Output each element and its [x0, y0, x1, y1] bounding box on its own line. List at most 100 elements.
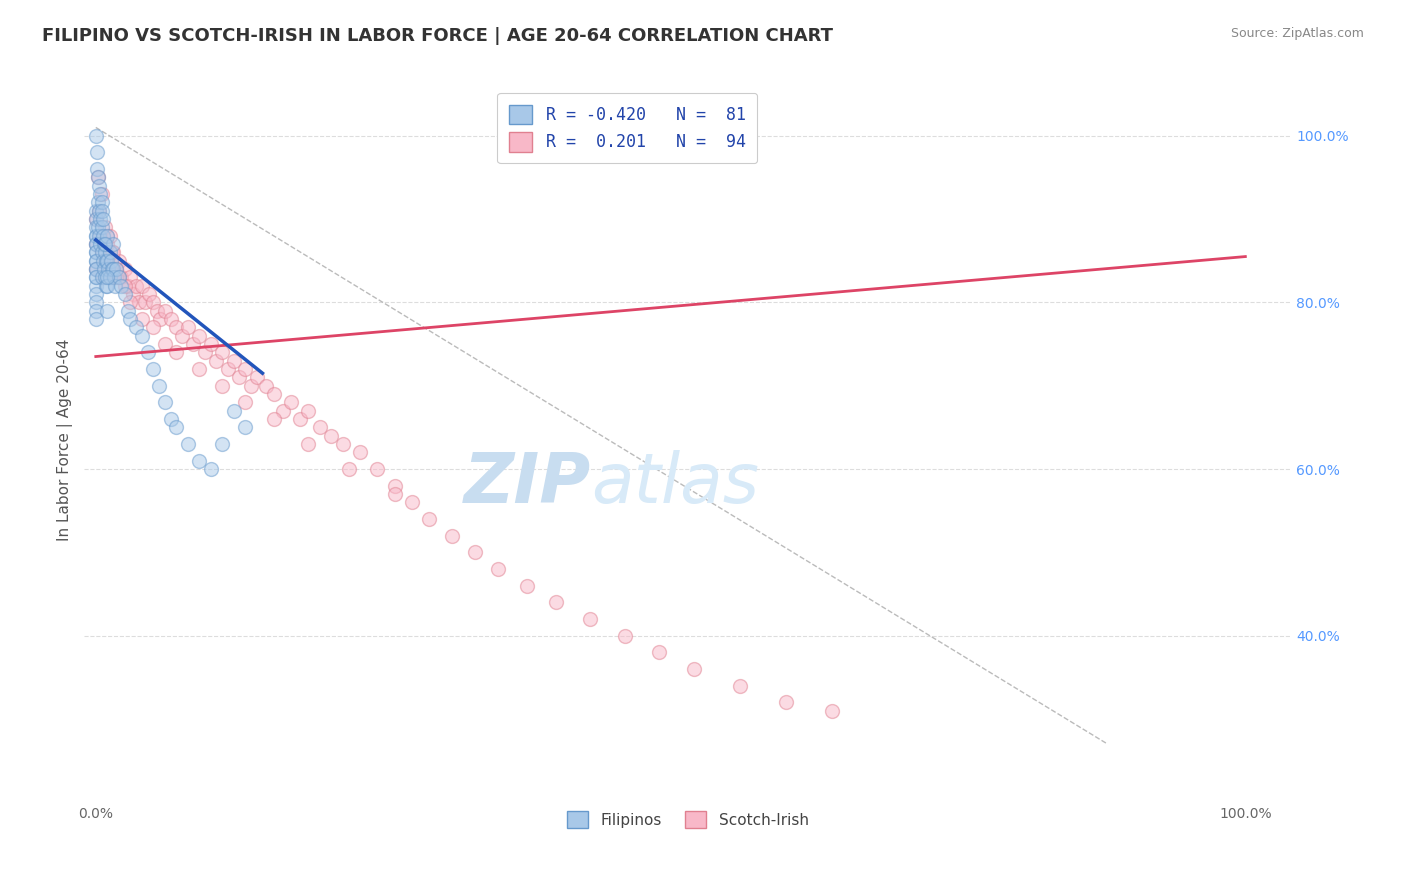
Text: Source: ZipAtlas.com: Source: ZipAtlas.com [1230, 27, 1364, 40]
Point [107, 270, 129, 285]
Point [89, 237, 111, 252]
Point [107, 253, 129, 268]
Point [148, 378, 170, 392]
Point [188, 328, 211, 343]
Point [94, 253, 117, 268]
Point [142, 362, 165, 376]
Point [131, 328, 153, 343]
Point [125, 320, 148, 334]
Point [98, 245, 121, 260]
Point [120, 270, 142, 285]
Point [384, 478, 406, 492]
Point [105, 262, 128, 277]
Point [648, 645, 671, 659]
Point [103, 270, 125, 285]
Point [177, 437, 200, 451]
Point [159, 412, 181, 426]
Point [84, 262, 107, 277]
Point [165, 420, 187, 434]
Point [91, 270, 114, 285]
Point [121, 287, 143, 301]
Point [93, 262, 115, 277]
Point [89, 203, 111, 218]
Point [228, 370, 250, 384]
Point [153, 395, 176, 409]
Point [297, 403, 319, 417]
Point [84, 228, 107, 243]
Point [165, 320, 187, 334]
Point [125, 278, 148, 293]
Point [516, 579, 538, 593]
Point [128, 295, 150, 310]
Point [90, 195, 112, 210]
Point [90, 187, 112, 202]
Point [240, 378, 263, 392]
Point [222, 353, 245, 368]
Legend: Filipinos, Scotch-Irish: Filipinos, Scotch-Irish [561, 805, 814, 835]
Point [84, 278, 107, 293]
Point [233, 362, 256, 376]
Point [820, 704, 842, 718]
Point [90, 270, 112, 285]
Point [145, 303, 167, 318]
Point [131, 278, 153, 293]
Point [96, 253, 118, 268]
Point [86, 162, 108, 177]
Point [94, 270, 117, 285]
Point [100, 253, 122, 268]
Point [177, 320, 200, 334]
Point [297, 437, 319, 451]
Point [486, 562, 509, 576]
Point [84, 253, 107, 268]
Point [153, 303, 176, 318]
Point [254, 378, 277, 392]
Point [183, 337, 205, 351]
Point [84, 245, 107, 260]
Point [93, 237, 115, 252]
Point [682, 662, 704, 676]
Point [84, 287, 107, 301]
Point [84, 253, 107, 268]
Point [96, 270, 118, 285]
Point [441, 529, 464, 543]
Point [170, 328, 193, 343]
Point [120, 312, 142, 326]
Point [188, 453, 211, 467]
Point [84, 128, 107, 143]
Point [233, 420, 256, 434]
Text: ZIP: ZIP [464, 450, 592, 516]
Point [84, 295, 107, 310]
Point [105, 270, 128, 285]
Point [101, 237, 124, 252]
Point [101, 245, 124, 260]
Point [96, 303, 118, 318]
Point [96, 278, 118, 293]
Point [153, 337, 176, 351]
Point [136, 345, 159, 359]
Point [84, 228, 107, 243]
Point [90, 245, 112, 260]
Point [84, 203, 107, 218]
Point [87, 170, 110, 185]
Point [89, 228, 111, 243]
Point [138, 287, 160, 301]
Point [84, 237, 107, 252]
Point [775, 695, 797, 709]
Point [418, 512, 440, 526]
Point [110, 270, 132, 285]
Point [91, 253, 114, 268]
Point [94, 237, 117, 252]
Point [246, 370, 269, 384]
Point [94, 253, 117, 268]
Point [211, 345, 233, 359]
Point [91, 228, 114, 243]
Point [114, 278, 136, 293]
Point [86, 145, 108, 160]
Point [90, 203, 112, 218]
Point [104, 278, 127, 293]
Point [114, 262, 136, 277]
Point [120, 295, 142, 310]
Point [101, 262, 124, 277]
Point [96, 253, 118, 268]
Point [366, 462, 388, 476]
